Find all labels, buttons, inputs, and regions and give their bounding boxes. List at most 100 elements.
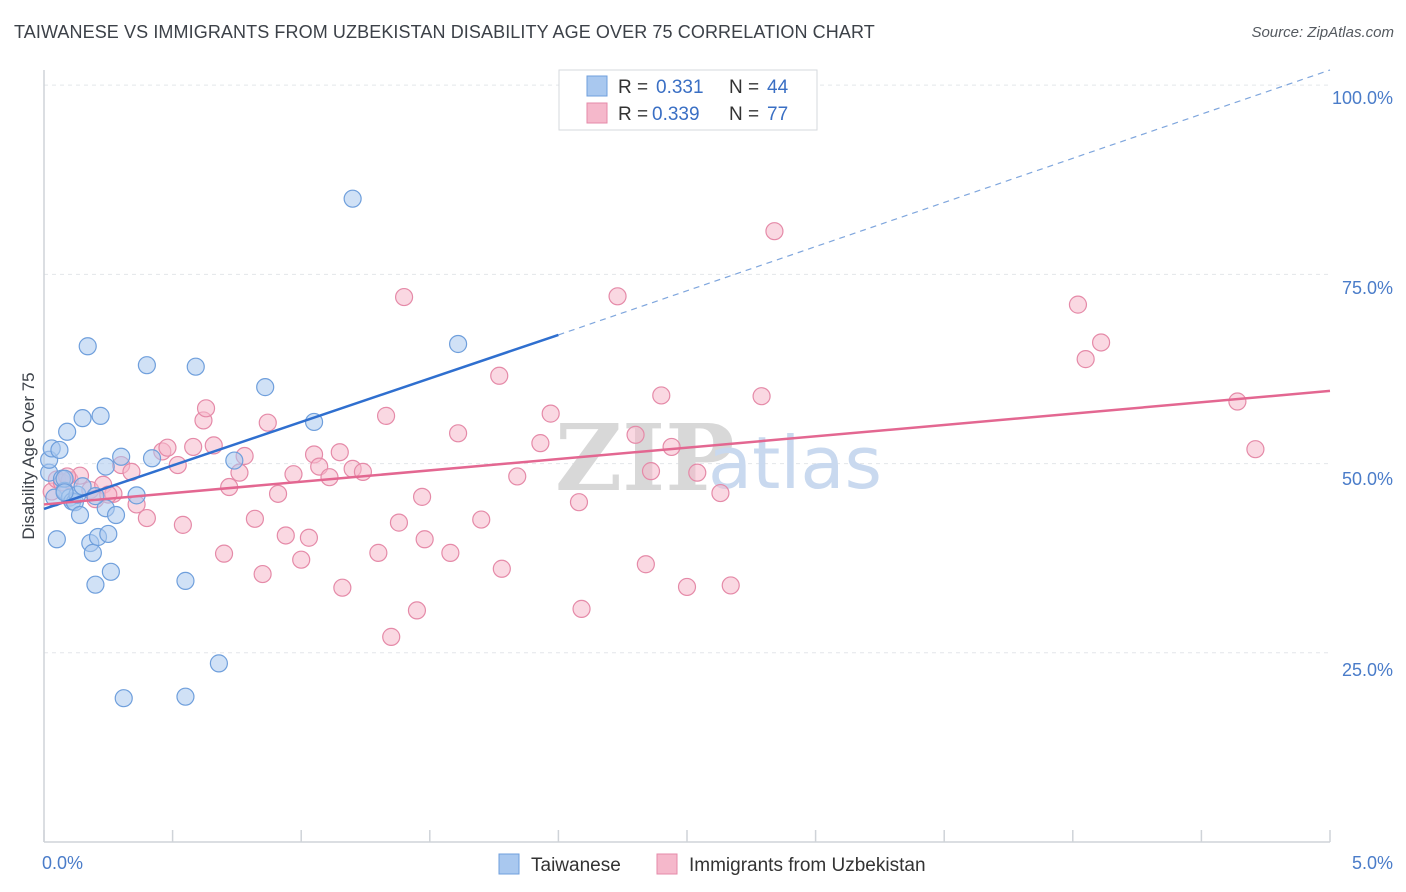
y-tick-label-75: 75.0% xyxy=(1342,278,1393,298)
taiwanese-point xyxy=(47,530,66,549)
uzbekistan-point xyxy=(382,627,401,646)
x-axis-ticks xyxy=(43,830,1331,842)
uzbekistan-point xyxy=(711,483,730,503)
uzbekistan-point xyxy=(196,399,216,418)
legend-swatch-taiwanese xyxy=(498,853,520,875)
stats-legend: R = 0.331 N = 44 R = 0.339 N = 77 xyxy=(558,69,818,131)
taiwanese-point xyxy=(186,357,205,376)
y-tick-label-25: 25.0% xyxy=(1342,660,1393,680)
uzbekistan-point xyxy=(1076,350,1095,369)
stats-legend-r-label: R = xyxy=(618,104,648,125)
y-axis-label: Disability Age Over 75 xyxy=(19,372,38,539)
taiwanese-point xyxy=(83,543,102,562)
taiwanese-point xyxy=(101,562,120,581)
uzbekistan-point xyxy=(268,484,288,503)
uzbekistan-point xyxy=(276,526,295,545)
trend-lines xyxy=(43,69,1331,511)
uzbekistan-point xyxy=(137,508,156,528)
taiwanese-point xyxy=(448,334,468,354)
legend-label-taiwanese: Taiwanese xyxy=(531,855,621,876)
uzbekistan-point xyxy=(448,424,468,443)
uzbekistan-point xyxy=(531,434,550,453)
taiwanese-point xyxy=(58,422,77,441)
taiwanese-point xyxy=(225,451,244,470)
stats-legend-n-value: 44 xyxy=(767,77,789,98)
trend-line-taiwanese-extrapolated xyxy=(558,69,1331,336)
uzbekistan-point xyxy=(258,413,277,432)
uzbekistan-point xyxy=(636,555,655,574)
y-tick-labels: 25.0% 50.0% 75.0% 100.0% xyxy=(1332,88,1393,680)
uzbekistan-point xyxy=(389,513,409,532)
uzbekistan-point xyxy=(662,437,681,457)
uzbekistan-point xyxy=(626,425,645,444)
uzbekistan-point xyxy=(407,601,427,620)
taiwanese-point xyxy=(106,505,126,525)
uzbekistan-point xyxy=(508,467,527,486)
taiwanese-point xyxy=(99,524,118,544)
source-credit: Source: ZipAtlas.com xyxy=(1251,24,1394,41)
watermark-atlas: atlas xyxy=(708,421,882,505)
taiwanese-point xyxy=(256,378,275,397)
uzbekistan-point xyxy=(752,387,771,406)
uzbekistan-point xyxy=(721,576,740,595)
uzbekistan-point xyxy=(1068,295,1088,314)
taiwanese-point xyxy=(112,447,131,466)
uzbekistan-point xyxy=(765,222,784,241)
taiwanese-point xyxy=(73,409,92,428)
taiwanese-point xyxy=(55,483,74,502)
uzbekistan-point xyxy=(490,366,509,385)
uzbekistan-point xyxy=(292,550,311,569)
uzbekistan-point xyxy=(320,468,339,487)
uzbekistan-point xyxy=(572,599,591,618)
uzbekistan-point xyxy=(376,406,396,425)
grid-lines xyxy=(44,84,1330,654)
uzbekistan-point xyxy=(608,287,627,306)
uzbekistan-point xyxy=(330,443,349,462)
uzbekistan-point xyxy=(441,543,460,562)
trend-line-uzbekistan xyxy=(43,389,1331,506)
uzbekistan-point xyxy=(184,437,203,457)
taiwanese-point xyxy=(86,575,105,594)
stats-legend-r-value: 0.339 xyxy=(652,104,700,125)
uzbekistan-point xyxy=(214,544,234,563)
uzbekistan-point xyxy=(253,564,272,584)
uzbekistan-point xyxy=(641,462,661,481)
taiwanese-point xyxy=(91,406,110,425)
uzbekistan-point xyxy=(369,543,388,562)
stats-legend-r-value: 0.331 xyxy=(656,77,704,98)
taiwanese-point xyxy=(343,189,362,208)
taiwanese-point xyxy=(304,412,324,432)
uzbekistan-point xyxy=(541,404,560,423)
stats-legend-n-label: N = xyxy=(729,104,759,125)
uzbekistan-point xyxy=(412,487,432,506)
uzbekistan-point xyxy=(1228,392,1247,411)
taiwanese-point xyxy=(114,689,133,708)
uzbekistan-point xyxy=(168,455,187,475)
stats-legend-n-value: 77 xyxy=(767,104,788,125)
uzbekistan-point xyxy=(652,386,671,405)
taiwanese-point xyxy=(176,687,195,706)
taiwanese-point xyxy=(142,449,162,468)
uzbekistan-point xyxy=(394,287,414,307)
uzbekistan-point xyxy=(415,530,434,549)
uzbekistan-point xyxy=(173,515,192,534)
stats-legend-swatch-taiwanese xyxy=(586,75,608,97)
x-tick-label-right: 5.0% xyxy=(1352,853,1393,873)
taiwanese-point xyxy=(96,457,115,476)
uzbekistan-point xyxy=(492,559,511,578)
watermark-zip: ZIP xyxy=(555,404,734,512)
legend-swatch-uzbekistan xyxy=(656,853,678,875)
taiwanese-point xyxy=(70,505,90,525)
uzbekistan-point xyxy=(158,438,177,457)
stats-legend-r-label: R = xyxy=(618,77,648,98)
uzbekistan-point xyxy=(677,577,697,597)
series-taiwanese-points xyxy=(40,189,468,708)
taiwanese-point xyxy=(78,337,97,356)
legend-label-uzbekistan: Immigrants from Uzbekistan xyxy=(689,855,926,876)
y-tick-label-50: 50.0% xyxy=(1342,469,1393,489)
uzbekistan-point xyxy=(472,510,491,529)
uzbekistan-point xyxy=(688,463,707,482)
watermark: ZIP atlas xyxy=(555,404,882,512)
uzbekistan-point xyxy=(333,578,352,597)
